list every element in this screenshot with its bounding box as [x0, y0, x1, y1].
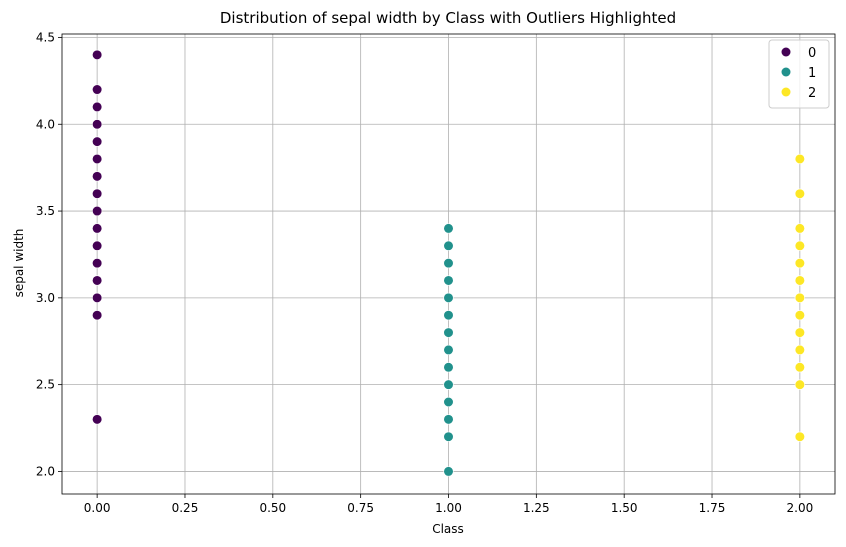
- legend-box: [768, 39, 830, 109]
- data-point-class-0: [92, 240, 103, 251]
- data-point-class-0: [92, 101, 103, 113]
- data-point-class-0: [92, 310, 103, 321]
- data-point-class-1: [443, 310, 454, 321]
- data-point-class-1: [443, 327, 454, 338]
- legend-marker: [781, 87, 791, 97]
- data-point-class-1: [443, 431, 454, 442]
- data-point-class-0: [92, 292, 103, 303]
- x-tick-label: 1.25: [523, 501, 550, 515]
- legend-label: 1: [808, 66, 816, 81]
- data-point-class-1: [443, 379, 454, 390]
- data-point-class-0: [92, 205, 103, 217]
- grid-lines: [62, 34, 835, 494]
- y-axis-ticks: 2.0 2.5 3.0 3.5 4.0 4.5: [36, 30, 62, 478]
- legend-marker: [781, 67, 791, 77]
- data-point-class-0: [92, 414, 103, 425]
- y-axis-label: sepal width: [12, 229, 26, 298]
- data-point-class-2: [794, 240, 805, 251]
- data-point-class-2: [794, 223, 805, 234]
- x-axis-ticks: 0.00 0.25 0.50 0.75 1.00 1.25 1.50 1.75 2.00: [84, 494, 813, 515]
- data-point-class-0: [92, 258, 103, 269]
- data-point-class-1: [443, 396, 454, 408]
- data-point-class-2: [794, 188, 805, 199]
- x-tick-label: 1.75: [699, 501, 726, 515]
- x-axis-label: Class: [432, 522, 464, 536]
- legend-label: 0: [808, 46, 816, 61]
- y-tick-label: 4.0: [36, 117, 55, 131]
- data-point-class-2: [794, 379, 805, 390]
- x-tick-label: 1.50: [611, 501, 638, 515]
- data-point-class-2: [794, 310, 805, 321]
- data-point-class-2: [794, 362, 805, 373]
- data-point-class-1: [443, 344, 454, 356]
- data-point-class-0: [92, 275, 103, 286]
- data-point-class-1: [443, 223, 454, 234]
- x-tick-label: 0.25: [172, 501, 199, 515]
- data-point-class-0: [92, 223, 103, 234]
- data-point-class-2: [794, 275, 805, 286]
- y-tick-label: 2.0: [36, 464, 55, 478]
- data-point-class-1: [443, 466, 454, 477]
- data-point-class-2: [794, 431, 805, 442]
- legend-label: 2: [808, 86, 816, 101]
- data-point-class-0: [92, 153, 103, 165]
- data-point-class-2: [794, 258, 805, 269]
- data-point-class-1: [443, 292, 454, 303]
- data-points: [92, 49, 805, 477]
- data-point-class-0: [92, 84, 103, 95]
- x-tick-label: 0.75: [347, 501, 374, 515]
- data-point-class-0: [92, 171, 103, 182]
- data-point-class-0: [92, 188, 103, 199]
- legend-marker: [781, 47, 791, 57]
- data-point-class-2: [794, 327, 805, 338]
- data-point-class-2: [794, 292, 805, 303]
- y-tick-label: 2.5: [36, 378, 55, 392]
- data-point-class-0: [92, 136, 103, 147]
- data-point-class-1: [443, 414, 454, 425]
- y-tick-label: 4.5: [36, 30, 55, 44]
- data-point-class-1: [443, 240, 454, 251]
- chart-title: Distribution of sepal width by Class wit…: [220, 9, 676, 27]
- legend: 0 1 2: [768, 39, 830, 109]
- x-tick-label: 2.00: [787, 501, 814, 515]
- y-tick-label: 3.0: [36, 291, 55, 305]
- data-point-class-2: [794, 344, 805, 356]
- data-point-class-2: [794, 153, 805, 165]
- x-tick-label: 0.00: [84, 501, 111, 515]
- data-point-class-0: [92, 119, 103, 130]
- data-point-class-0: [92, 49, 103, 60]
- y-tick-label: 3.5: [36, 204, 55, 218]
- x-tick-label: 1.00: [435, 501, 462, 515]
- data-point-class-1: [443, 258, 454, 269]
- data-point-class-1: [443, 275, 454, 286]
- x-tick-label: 0.50: [259, 501, 286, 515]
- data-point-class-1: [443, 362, 454, 373]
